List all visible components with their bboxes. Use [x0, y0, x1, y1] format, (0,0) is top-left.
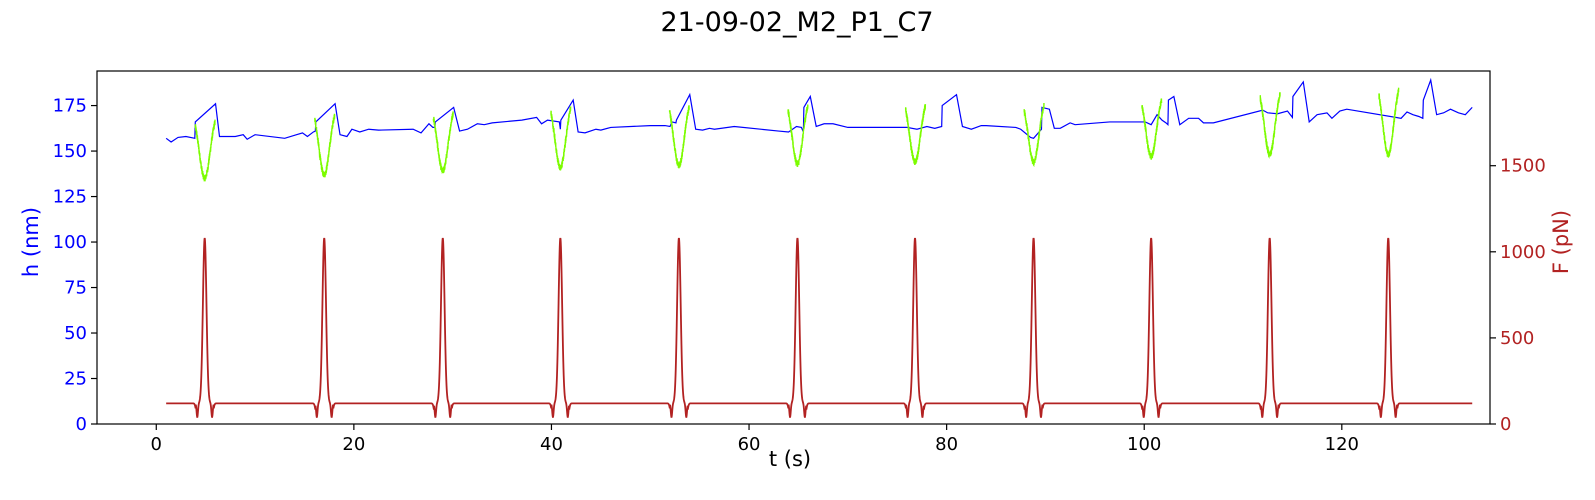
height-compression-segment [1023, 102, 1045, 168]
height-series-line [165, 77, 1473, 143]
height-compression-segment [787, 104, 809, 167]
x-tick-label: 0 [151, 434, 162, 455]
x-tick-label: 60 [738, 434, 761, 455]
y-tick-label-left: 150 [53, 141, 87, 162]
x-tick-label: 40 [540, 434, 563, 455]
y-tick-label-left: 0 [76, 414, 87, 435]
height-compression-segment [194, 119, 216, 182]
force-series-line [166, 237, 1473, 418]
series-group [165, 77, 1473, 418]
y-axis-label-right: F (pN) [1549, 210, 1573, 274]
y-tick-label-left: 25 [64, 369, 87, 390]
plot-area: 0 20 40 60 80 100 120 0 25 50 75 100 125 150 175 0 500 10… [53, 70, 1546, 455]
height-compression-segment [1378, 87, 1400, 158]
x-tick-label: 120 [1325, 434, 1359, 455]
height-compression-segment [668, 105, 690, 169]
y-tick-label-right: 0 [1500, 414, 1511, 435]
y-tick-label-left: 125 [53, 187, 87, 208]
height-compression-segment [1259, 92, 1281, 159]
x-tick-label: 100 [1127, 434, 1161, 455]
y-tick-label-left: 175 [53, 96, 87, 117]
x-tick-label: 80 [935, 434, 958, 455]
x-axis-label: t (s) [769, 447, 811, 471]
y-tick-label-right: 500 [1500, 328, 1534, 349]
y-tick-label-right: 1000 [1500, 242, 1546, 263]
y-tick-label-left: 75 [64, 278, 87, 299]
y-tick-label-left: 100 [53, 232, 87, 253]
plot-frame [96, 70, 1491, 425]
chart-title: 21-09-02_M2_P1_C7 [660, 7, 933, 38]
height-compression-segment [432, 111, 454, 174]
height-compression-segment [904, 104, 927, 165]
x-tick-label: 20 [342, 434, 365, 455]
height-compression-segment [1141, 98, 1163, 160]
height-compression-segment [550, 106, 572, 171]
y-axis-label-left: h (nm) [19, 207, 43, 277]
y-tick-label-right: 1500 [1500, 156, 1546, 177]
y-tick-label-left: 50 [64, 323, 87, 344]
height-compression-segment [314, 113, 336, 178]
